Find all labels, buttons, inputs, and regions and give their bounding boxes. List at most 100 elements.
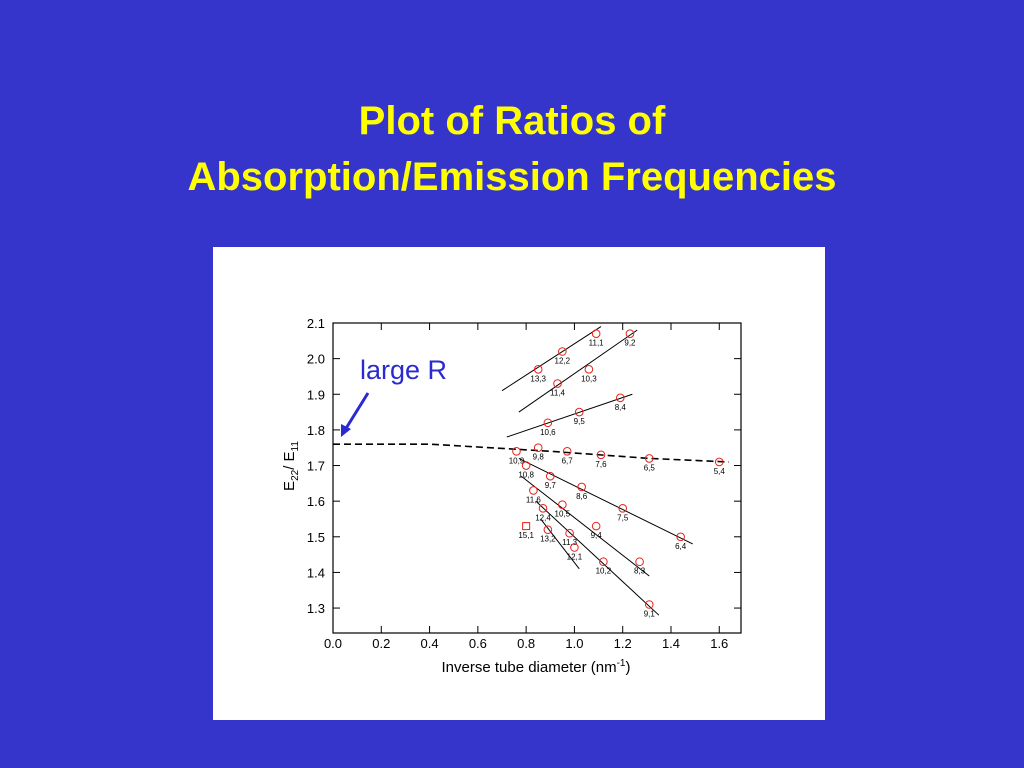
y-label-part: 22 bbox=[290, 469, 301, 481]
chart-panel bbox=[213, 247, 825, 720]
point-label: 11,3 bbox=[562, 538, 578, 547]
y-tick-label: 1.9 bbox=[307, 387, 325, 402]
x-label-part: Inverse tube diameter (nm bbox=[442, 659, 617, 676]
point bbox=[714, 457, 724, 467]
y-tick-label: 1.7 bbox=[307, 459, 325, 474]
point bbox=[512, 446, 521, 456]
point-label: 9,7 bbox=[545, 481, 557, 490]
point bbox=[574, 407, 584, 417]
point bbox=[584, 365, 594, 374]
point-label: 6,4 bbox=[675, 542, 687, 551]
point-label: 9,4 bbox=[591, 531, 603, 540]
point bbox=[521, 461, 531, 470]
point-label: 8,3 bbox=[634, 567, 646, 576]
title-line: Plot of Ratios of bbox=[359, 99, 666, 143]
point-label: 9,5 bbox=[574, 417, 586, 426]
point-label: 10,8 bbox=[518, 471, 534, 480]
fit-line bbox=[521, 475, 650, 577]
point bbox=[599, 557, 608, 567]
x-tick-label: 0.0 bbox=[324, 636, 342, 651]
point bbox=[591, 329, 601, 338]
point-label: 8,6 bbox=[576, 492, 588, 501]
point-label: 15,1 bbox=[518, 531, 534, 540]
point-label: 10,2 bbox=[596, 567, 612, 576]
y-label-part: / E bbox=[281, 451, 298, 469]
point bbox=[644, 454, 654, 463]
point bbox=[570, 543, 579, 552]
point-label: 6,5 bbox=[644, 463, 656, 472]
y-label-part: E bbox=[281, 481, 298, 491]
x-tick-label: 0.6 bbox=[469, 636, 487, 651]
point-label: 8,4 bbox=[615, 403, 627, 412]
point-label: 12,1 bbox=[567, 552, 583, 561]
point-label: 13,3 bbox=[530, 374, 546, 383]
y-label-part: 11 bbox=[290, 441, 301, 452]
point bbox=[522, 522, 531, 531]
title-line: Absorption/Emission Frequencies bbox=[187, 155, 836, 199]
fit-line bbox=[535, 500, 660, 616]
point-label: 10,6 bbox=[540, 428, 556, 437]
point bbox=[596, 450, 606, 460]
annotation: large R bbox=[360, 355, 447, 385]
point-label: 5,4 bbox=[714, 467, 726, 476]
point bbox=[533, 443, 543, 453]
y-tick-label: 1.6 bbox=[307, 494, 325, 509]
point bbox=[529, 486, 538, 495]
point bbox=[543, 418, 553, 428]
point-label: 9,8 bbox=[533, 453, 545, 462]
point-label: 12,2 bbox=[555, 357, 571, 366]
plot-frame bbox=[332, 322, 742, 634]
fit-line bbox=[501, 326, 602, 392]
point bbox=[545, 471, 555, 481]
point bbox=[591, 521, 601, 531]
fit-line bbox=[540, 518, 580, 570]
point bbox=[543, 525, 553, 534]
y-axis-label: E22/ E11 bbox=[281, 441, 301, 491]
point bbox=[562, 446, 572, 456]
point-label: 11,4 bbox=[550, 389, 566, 398]
point-label: 7,5 bbox=[617, 513, 629, 522]
y-tick-label: 2.0 bbox=[307, 352, 325, 367]
x-tick-label: 1.4 bbox=[662, 636, 680, 651]
y-tick-label: 1.4 bbox=[307, 565, 325, 580]
point-label: 10,9 bbox=[509, 456, 525, 465]
annotation-arrow bbox=[343, 392, 370, 431]
point-label: 10,3 bbox=[581, 374, 597, 383]
point bbox=[558, 347, 567, 356]
fit-line bbox=[518, 457, 693, 545]
x-tick-label: 1.6 bbox=[710, 636, 728, 651]
x-label-part: ) bbox=[625, 659, 630, 676]
x-axis-label: Inverse tube diameter (nm-1) bbox=[442, 658, 631, 676]
x-label-part: -1 bbox=[617, 658, 626, 669]
fit-line bbox=[518, 329, 638, 413]
point bbox=[558, 500, 567, 510]
point-label: 6,7 bbox=[562, 456, 574, 465]
point-label: 9,1 bbox=[644, 609, 656, 618]
dashed-curve bbox=[333, 443, 729, 463]
fit-line bbox=[506, 393, 633, 438]
y-tick-label: 1.5 bbox=[307, 530, 325, 545]
point bbox=[635, 557, 644, 567]
point bbox=[644, 600, 654, 609]
point-label: 13,2 bbox=[540, 535, 556, 544]
point bbox=[565, 528, 574, 538]
arrow-head bbox=[341, 424, 351, 437]
point-label: 9,2 bbox=[624, 339, 636, 348]
y-tick-label: 2.1 bbox=[307, 316, 325, 331]
point bbox=[676, 532, 685, 542]
y-tick-label: 1.3 bbox=[307, 601, 325, 616]
x-tick-label: 0.4 bbox=[421, 636, 439, 651]
point bbox=[538, 503, 548, 513]
point-label: 7,6 bbox=[595, 460, 607, 469]
point bbox=[618, 503, 628, 513]
point-label: 12,4 bbox=[535, 513, 551, 522]
y-tick-label: 1.8 bbox=[307, 423, 325, 438]
point-label: 11,1 bbox=[589, 339, 605, 348]
point bbox=[577, 482, 586, 492]
point bbox=[615, 393, 625, 403]
x-tick-label: 0.8 bbox=[517, 636, 535, 651]
point bbox=[553, 379, 562, 388]
point-label: 10,5 bbox=[555, 510, 571, 519]
x-tick-label: 0.2 bbox=[372, 636, 390, 651]
